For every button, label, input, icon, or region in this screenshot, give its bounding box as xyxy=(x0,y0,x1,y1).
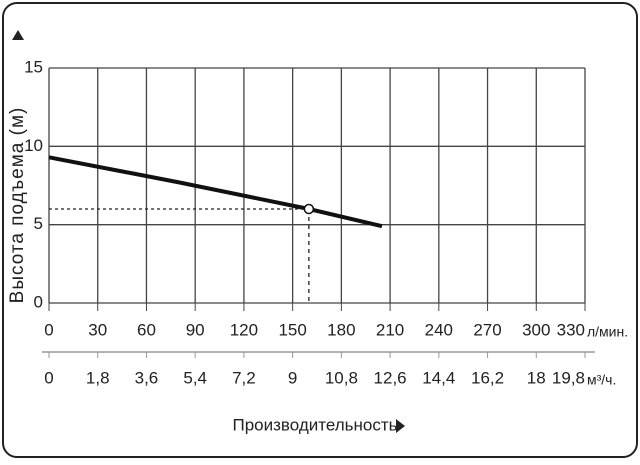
x2-tick-label: 16,2 xyxy=(471,368,504,387)
x-tick-label: 330 xyxy=(557,320,585,339)
x2-tick-label: 19,8 xyxy=(552,368,585,387)
x-tick-label: 30 xyxy=(88,320,107,339)
y-tick-label: 10 xyxy=(24,136,43,155)
x-tick-label: 270 xyxy=(473,320,501,339)
x2-tick-label: 10,8 xyxy=(325,368,358,387)
frame xyxy=(2,2,638,458)
x-tick-label: 120 xyxy=(230,320,258,339)
x2-tick-label: 9 xyxy=(288,368,297,387)
x2-tick-label: 0 xyxy=(44,368,53,387)
x-tick-label: 0 xyxy=(44,320,53,339)
x-tick-label: 180 xyxy=(327,320,355,339)
x2-tick-label: 12,6 xyxy=(374,368,407,387)
x-tick-label: 300 xyxy=(522,320,550,339)
y-tick-label: 5 xyxy=(34,214,43,233)
x-tick-label: 240 xyxy=(425,320,453,339)
x-axis-arrow xyxy=(396,419,405,433)
x-tick-label: 210 xyxy=(376,320,404,339)
x-tick-label: 150 xyxy=(278,320,306,339)
x2-tick-label: 3,6 xyxy=(135,368,159,387)
y-tick-label: 15 xyxy=(24,57,43,76)
x-tick-label: 90 xyxy=(186,320,205,339)
x2-tick-label: 14,4 xyxy=(422,368,455,387)
x-unit: л/мин. xyxy=(587,324,628,340)
x2-tick-label: 1,8 xyxy=(86,368,110,387)
y-axis-title: Высота подъема (м) xyxy=(7,107,28,304)
x2-tick-label: 18 xyxy=(527,368,546,387)
x-axis-title: Производительность xyxy=(232,415,397,434)
y-axis-arrow xyxy=(12,30,24,40)
x2-unit: м³/ч. xyxy=(587,372,616,388)
x2-tick-label: 7,2 xyxy=(232,368,256,387)
x-tick-label: 60 xyxy=(137,320,156,339)
curve xyxy=(48,155,383,229)
y-tick-label: 0 xyxy=(34,292,43,311)
operating-point xyxy=(303,203,315,215)
x2-tick-label: 5,4 xyxy=(183,368,207,387)
